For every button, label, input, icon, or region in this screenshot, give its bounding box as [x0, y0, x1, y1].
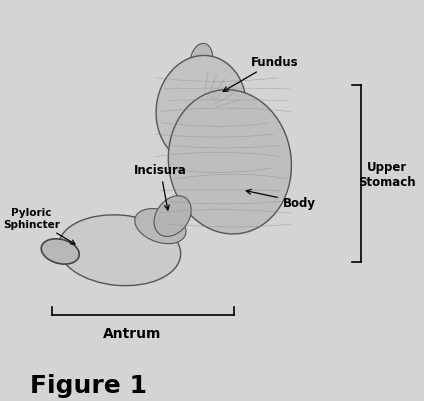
Ellipse shape: [41, 239, 79, 264]
Text: Incisura: Incisura: [134, 164, 187, 211]
Text: Fundus: Fundus: [223, 56, 298, 92]
Ellipse shape: [168, 91, 291, 234]
Ellipse shape: [59, 215, 181, 286]
Ellipse shape: [154, 196, 191, 237]
Text: Upper
Stomach: Upper Stomach: [358, 160, 416, 188]
Ellipse shape: [156, 56, 246, 164]
Text: Figure 1: Figure 1: [31, 373, 148, 397]
Text: Antrum: Antrum: [103, 326, 161, 340]
Ellipse shape: [135, 209, 186, 244]
Text: Pyloric
Sphincter: Pyloric Sphincter: [3, 208, 75, 245]
Ellipse shape: [190, 44, 213, 80]
Text: Body: Body: [246, 190, 316, 209]
